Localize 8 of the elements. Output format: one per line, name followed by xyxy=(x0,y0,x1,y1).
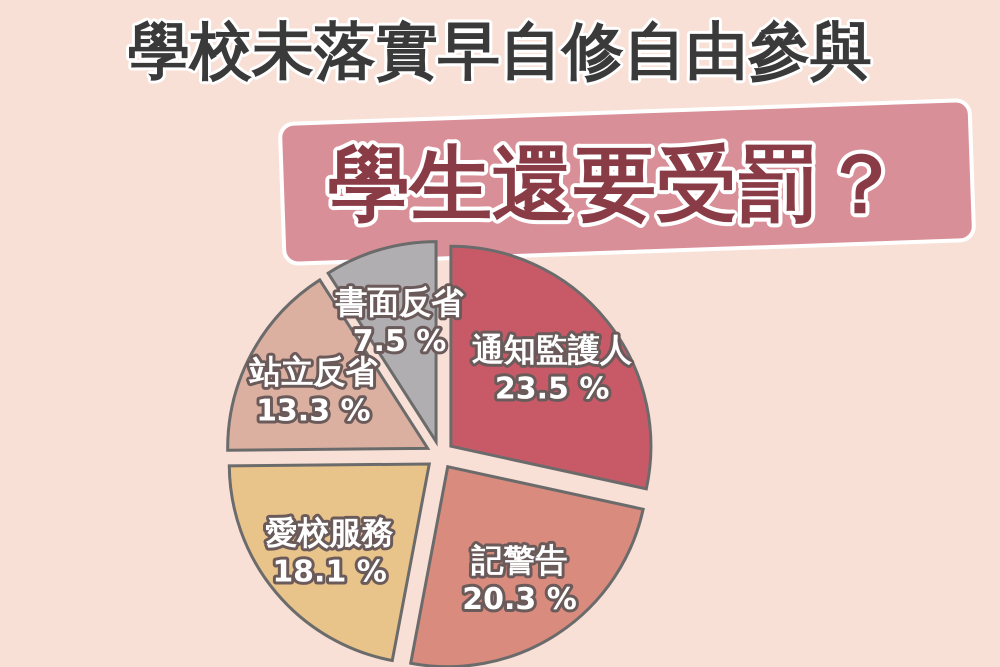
data-label: 18.1 % xyxy=(272,554,387,590)
slice-label: 記警告 xyxy=(470,541,568,580)
data-label: 20.3 % xyxy=(462,582,577,618)
slice-label: 愛校服務 xyxy=(266,513,394,552)
data-label: 23.5 % xyxy=(494,372,610,407)
chart-subtitle: 學生還要受罰？ xyxy=(328,137,902,232)
data-label: 13.3 % xyxy=(256,394,371,428)
chart-title: 學校未落實早自修自由參與 xyxy=(128,14,872,87)
